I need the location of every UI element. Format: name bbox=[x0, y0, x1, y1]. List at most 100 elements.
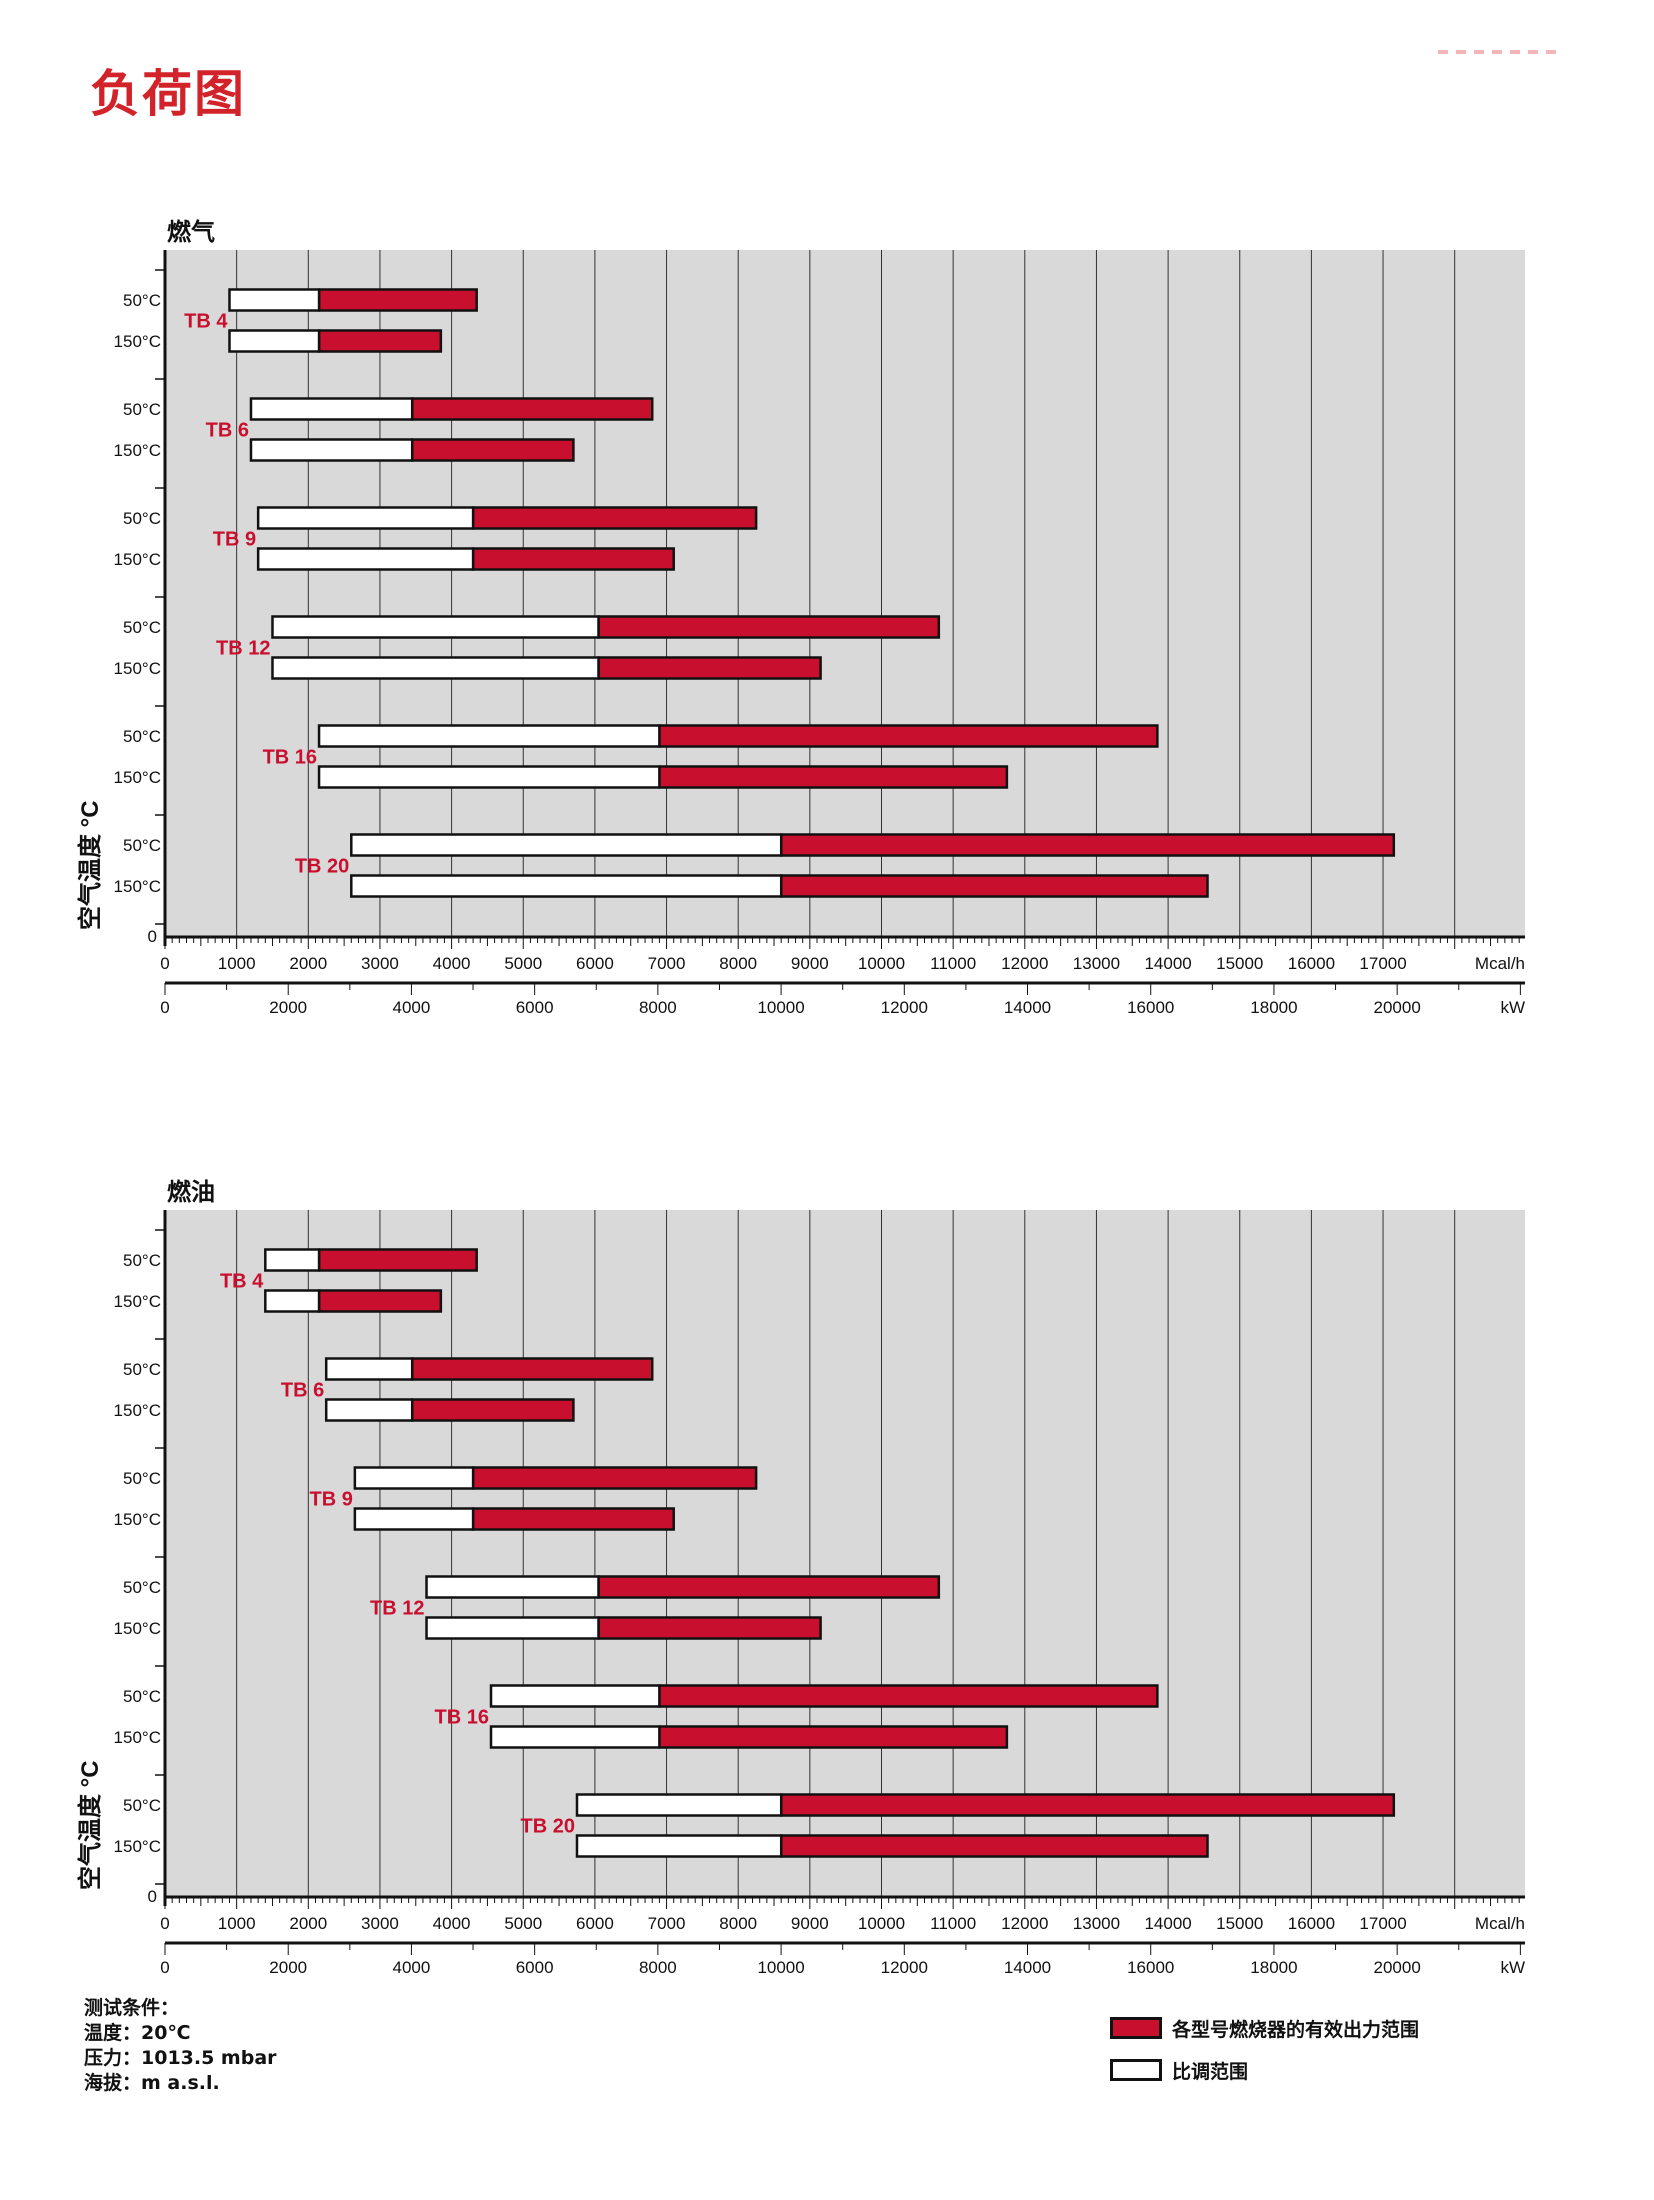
x-tick-label-mcal: 5000 bbox=[504, 1914, 542, 1933]
x-tick-label-mcal: 0 bbox=[160, 954, 169, 973]
bar-effective-range bbox=[410, 1357, 654, 1381]
bar-modulation-range bbox=[256, 506, 475, 530]
row-temp-label: 150°C bbox=[114, 332, 161, 351]
x-tick-label-mcal: 5000 bbox=[504, 954, 542, 973]
x-tick-label-mcal: 9000 bbox=[791, 954, 829, 973]
x-tick-label-kw: 20000 bbox=[1374, 998, 1421, 1017]
x-tick-label-kw: 18000 bbox=[1250, 1958, 1297, 1977]
x-tick-label-kw: 2000 bbox=[269, 998, 307, 1017]
bar-modulation-range bbox=[353, 1507, 475, 1531]
x-unit-mcal: Mcal/h bbox=[1475, 1914, 1525, 1933]
test-conditions-heading: 测试条件： bbox=[84, 1997, 180, 2019]
bar-modulation-range bbox=[249, 397, 414, 421]
x-tick-label-mcal: 13000 bbox=[1073, 1914, 1120, 1933]
bar-effective-range bbox=[658, 1684, 1159, 1708]
x-tick-label-kw: 16000 bbox=[1127, 998, 1174, 1017]
x-tick-label-kw: 6000 bbox=[516, 1958, 554, 1977]
page-title: 负荷图 bbox=[90, 65, 246, 123]
bar-effective-range bbox=[317, 1289, 443, 1313]
y-axis-label: 空气温度 °C bbox=[76, 1760, 104, 1890]
x-tick-label-mcal: 10000 bbox=[858, 1914, 905, 1933]
model-label: TB 12 bbox=[216, 638, 270, 660]
x-tick-label-kw: 0 bbox=[160, 998, 169, 1017]
x-tick-label-mcal: 7000 bbox=[648, 1914, 686, 1933]
bar-modulation-range bbox=[264, 1289, 321, 1313]
bar-modulation-range bbox=[249, 438, 414, 462]
bar-effective-range bbox=[779, 874, 1209, 898]
model-label: TB 6 bbox=[206, 420, 249, 442]
x-tick-label-mcal: 6000 bbox=[576, 1914, 614, 1933]
bar-modulation-range bbox=[575, 1834, 783, 1858]
model-label: TB 20 bbox=[295, 856, 349, 878]
chart-title: 燃气 bbox=[167, 218, 215, 246]
legend-item-effective: 各型号燃烧器的有效出力范围 bbox=[1110, 2014, 1419, 2042]
x-tick-label-mcal: 1000 bbox=[218, 1914, 256, 1933]
x-tick-label-kw: 0 bbox=[160, 1958, 169, 1977]
bar-effective-range bbox=[317, 288, 478, 312]
bar-effective-range bbox=[317, 1248, 478, 1272]
row-temp-label: 50°C bbox=[123, 1251, 161, 1270]
x-tick-label-mcal: 12000 bbox=[1001, 1914, 1048, 1933]
x-tick-label-mcal: 7000 bbox=[648, 954, 686, 973]
model-label: TB 16 bbox=[435, 1707, 489, 1729]
header-decoration bbox=[1438, 50, 1558, 54]
x-tick-label-kw: 2000 bbox=[269, 1958, 307, 1977]
legend-swatch-red bbox=[1110, 2017, 1162, 2039]
bar-effective-range bbox=[410, 438, 575, 462]
bar-modulation-range bbox=[271, 656, 600, 680]
legend-label-effective: 各型号燃烧器的有效出力范围 bbox=[1172, 2018, 1420, 2041]
bar-effective-range bbox=[410, 1398, 575, 1422]
x-tick-label-mcal: 17000 bbox=[1359, 954, 1406, 973]
model-label: TB 20 bbox=[521, 1816, 575, 1838]
row-temp-label: 50°C bbox=[123, 1687, 161, 1706]
bar-modulation-range bbox=[353, 1466, 475, 1490]
x-tick-label-kw: 10000 bbox=[757, 1958, 804, 1977]
model-label: TB 12 bbox=[370, 1598, 424, 1620]
plot-background bbox=[165, 250, 1525, 936]
legend-swatch-white bbox=[1110, 2059, 1162, 2081]
bar-modulation-range bbox=[350, 833, 783, 857]
row-temp-label: 50°C bbox=[123, 509, 161, 528]
row-temp-label: 50°C bbox=[123, 1796, 161, 1815]
row-temp-label: 50°C bbox=[123, 291, 161, 310]
x-tick-label-mcal: 10000 bbox=[858, 954, 905, 973]
model-label: TB 16 bbox=[263, 747, 317, 769]
row-temp-label: 50°C bbox=[123, 1360, 161, 1379]
bar-modulation-range bbox=[489, 1725, 661, 1749]
gas-load-chart: 燃气 0 空气温度 °C 0 1000 2000 3000 4000 5000 6000 7000 8… bbox=[76, 218, 1525, 1017]
bar-modulation-range bbox=[489, 1684, 661, 1708]
x-tick-label-mcal: 13000 bbox=[1073, 954, 1120, 973]
test-pressure: 压力：1013.5 mbar bbox=[84, 2047, 277, 2069]
bar-modulation-range bbox=[317, 765, 661, 789]
row-temp-label: 150°C bbox=[114, 1837, 161, 1856]
bar-effective-range bbox=[410, 397, 654, 421]
y-zero-label: 0 bbox=[148, 927, 157, 946]
test-altitude: 海拔：m a.s.l. bbox=[84, 2072, 220, 2094]
x-tick-label-kw: 4000 bbox=[393, 1958, 431, 1977]
bar-effective-range bbox=[779, 1834, 1209, 1858]
bar-modulation-range bbox=[264, 1248, 321, 1272]
bar-effective-range bbox=[471, 506, 758, 530]
bar-effective-range bbox=[471, 1507, 675, 1531]
row-temp-label: 150°C bbox=[114, 768, 161, 787]
x-unit-kw: kW bbox=[1500, 998, 1525, 1017]
x-tick-label-mcal: 12000 bbox=[1001, 954, 1048, 973]
bar-effective-range bbox=[597, 615, 941, 639]
x-tick-label-mcal: 17000 bbox=[1359, 1914, 1406, 1933]
x-tick-label-mcal: 11000 bbox=[930, 954, 976, 973]
bar-effective-range bbox=[658, 724, 1159, 748]
bar-modulation-range bbox=[425, 1575, 600, 1599]
x-tick-label-kw: 8000 bbox=[639, 998, 677, 1017]
row-temp-label: 150°C bbox=[114, 441, 161, 460]
x-tick-label-mcal: 14000 bbox=[1144, 1914, 1191, 1933]
legend: 各型号燃烧器的有效出力范围 比调范围 bbox=[1110, 2014, 1419, 2098]
x-unit-kw: kW bbox=[1500, 1958, 1525, 1977]
test-temperature: 温度：20℃ bbox=[84, 2022, 191, 2044]
model-label: TB 6 bbox=[281, 1380, 324, 1402]
test-conditions: 测试条件： 温度：20℃ 压力：1013.5 mbar 海拔：m a.s.l. bbox=[84, 1996, 277, 2096]
bar-effective-range bbox=[471, 547, 675, 571]
x-tick-label-mcal: 1000 bbox=[218, 954, 256, 973]
row-temp-label: 50°C bbox=[123, 1578, 161, 1597]
legend-label-modulation: 比调范围 bbox=[1172, 2060, 1249, 2083]
bar-effective-range bbox=[658, 765, 1009, 789]
